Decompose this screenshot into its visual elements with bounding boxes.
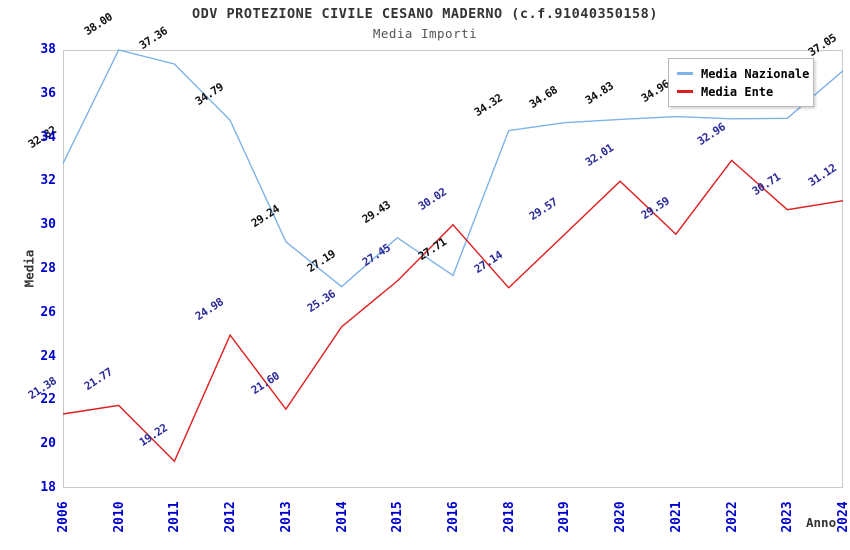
- x-tick-label: 2011: [167, 501, 183, 533]
- x-tick-label: 2010: [111, 501, 127, 533]
- legend-line-swatch: [677, 72, 693, 75]
- y-tick-label: 36: [40, 85, 56, 101]
- legend: Media Nazionale Media Ente: [668, 58, 814, 107]
- legend-line-swatch: [677, 90, 693, 93]
- y-tick-label: 26: [40, 304, 56, 320]
- x-tick-label: 2015: [390, 501, 406, 533]
- legend-item: Media Nazionale: [677, 66, 809, 81]
- y-tick-label: 22: [40, 392, 56, 408]
- x-tick-label: 2022: [724, 501, 740, 533]
- x-tick-label: 2013: [278, 501, 294, 533]
- legend-label: Media Nazionale: [701, 66, 810, 81]
- y-tick-label: 28: [40, 261, 56, 276]
- series-line-media-nazionale: [62, 49, 844, 288]
- chart-subtitle: Media Importi: [372, 26, 478, 41]
- x-tick-label: 2021: [668, 501, 684, 533]
- plot-area: [63, 50, 843, 488]
- x-tick-label: 2016: [446, 501, 461, 533]
- x-axis-title: Anno: [806, 515, 837, 530]
- y-tick-label: 20: [40, 436, 56, 452]
- y-tick-label: 38: [40, 42, 56, 57]
- x-tick-label: 2012: [223, 501, 239, 533]
- y-tick-label: 24: [40, 348, 56, 364]
- chart-title: ODV PROTEZIONE CIVILE CESANO MADERNO (c.…: [192, 6, 658, 22]
- y-tick-label: 30: [40, 217, 56, 233]
- x-tick-label: 2023: [780, 501, 796, 533]
- x-tick-label: 2019: [557, 501, 573, 533]
- legend-label: Media Ente: [701, 84, 774, 99]
- x-tick-label: 2018: [501, 501, 517, 533]
- x-tick-label: 2024: [836, 501, 850, 533]
- series-plot-svg: [62, 49, 844, 463]
- legend-item: Media Ente: [677, 84, 805, 99]
- x-tick-label: 2020: [613, 501, 629, 533]
- y-tick-label: 32: [40, 173, 56, 189]
- x-tick-label: 2014: [334, 501, 350, 533]
- x-tick-label: 2006: [56, 501, 71, 533]
- y-tick-label: 34: [40, 129, 56, 145]
- y-tick-label: 18: [40, 480, 56, 495]
- series-line-media-ente: [62, 159, 844, 463]
